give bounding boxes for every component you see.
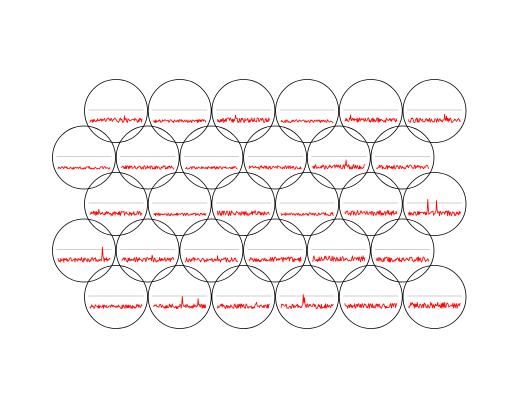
cell-circle <box>338 79 403 143</box>
cell-circle <box>306 125 371 190</box>
cell-r3-c6 <box>402 172 467 236</box>
cell-r2-c1 <box>52 125 116 190</box>
cell-r4-c5 <box>306 218 371 283</box>
cell-trace-line <box>344 303 398 309</box>
cell-trace-line <box>217 301 270 309</box>
cell-trace-line <box>408 199 461 217</box>
cell-circle <box>84 265 148 329</box>
cell-r5-c3 <box>211 265 276 329</box>
cell-trace-line <box>312 159 366 170</box>
cell-trace-line <box>312 255 366 263</box>
cell-circle <box>370 218 435 283</box>
cell-circle <box>179 125 244 190</box>
cell-trace-line <box>248 256 302 263</box>
cell-r2-c3 <box>179 125 244 190</box>
cell-circle <box>211 265 276 329</box>
cell-circle <box>275 265 340 329</box>
cell-r4-c1 <box>52 218 116 283</box>
cell-r3-c2 <box>147 172 212 236</box>
cell-circle <box>211 79 276 143</box>
cell-circle <box>52 218 116 283</box>
cell-trace-line <box>376 256 429 263</box>
cell-circle <box>306 218 371 283</box>
cell-r4-c6 <box>370 218 435 283</box>
cell-r1-c1 <box>84 79 148 143</box>
cell-circle <box>370 125 435 190</box>
cell-trace-line <box>57 246 111 263</box>
cell-r2-c5 <box>306 125 371 190</box>
cell-circle <box>402 265 467 329</box>
cell-circle <box>115 218 180 283</box>
cell-trace-line <box>280 212 334 217</box>
cell-trace-line <box>217 114 270 123</box>
cell-circle <box>338 265 403 329</box>
cell-circle <box>275 79 340 143</box>
cell-trace-line <box>89 115 143 123</box>
cell-circle <box>243 125 308 190</box>
cell-r5-c1 <box>84 265 148 329</box>
cell-r1-c5 <box>338 79 403 143</box>
cell-trace-line <box>376 164 429 170</box>
cell-circle <box>243 218 308 283</box>
cell-r5-c4 <box>275 265 340 329</box>
cell-trace-line <box>280 119 334 124</box>
cell-circle <box>84 79 148 143</box>
cell-r3-c5 <box>338 172 403 236</box>
cell-r5-c6 <box>402 265 467 329</box>
cell-trace-line <box>408 113 461 123</box>
cell-r4-c2 <box>115 218 180 283</box>
cell-r1-c2 <box>147 79 212 143</box>
cell-r2-c6 <box>370 125 435 190</box>
cell-r1-c6 <box>402 79 467 143</box>
cell-circle <box>52 125 116 190</box>
cell-circle <box>338 172 403 236</box>
cell-r1-c4 <box>275 79 340 143</box>
cell-circle <box>147 265 212 329</box>
cell-trace-line <box>344 114 398 123</box>
cell-r4-c3 <box>179 218 244 283</box>
cell-trace-line <box>121 254 175 263</box>
cell-circle <box>84 172 148 236</box>
cell-circle <box>402 79 467 143</box>
cell-trace-line <box>89 208 143 217</box>
cell-trace-line <box>153 212 207 217</box>
cell-circle <box>147 79 212 143</box>
cell-r5-c2 <box>147 265 212 329</box>
cell-trace-line <box>408 301 461 309</box>
cell-trace-line <box>89 304 143 309</box>
cell-trace-line <box>153 296 207 309</box>
cell-r2-c4 <box>243 125 308 190</box>
cell-trace-line <box>248 165 302 170</box>
cell-trace-line <box>121 165 175 170</box>
cell-circle <box>402 172 467 236</box>
cell-trace-line <box>185 166 238 170</box>
cell-circle <box>115 125 180 190</box>
cell-trace-line <box>217 210 270 216</box>
cell-trace-line <box>57 166 111 170</box>
cell-trace-line <box>153 119 207 124</box>
cell-trace-line <box>280 294 334 309</box>
cell-circle <box>179 218 244 283</box>
cell-r5-c5 <box>338 265 403 329</box>
cell-r3-c1 <box>84 172 148 236</box>
cell-circle <box>275 172 340 236</box>
cell-trace-line <box>185 255 238 263</box>
cell-r4-c4 <box>243 218 308 283</box>
cell-r2-c2 <box>115 125 180 190</box>
cell-r1-c3 <box>211 79 276 143</box>
cell-r3-c3 <box>211 172 276 236</box>
cell-trace-line <box>344 210 398 216</box>
cell-circle <box>211 172 276 236</box>
cell-r3-c4 <box>275 172 340 236</box>
cell-circle <box>147 172 212 236</box>
